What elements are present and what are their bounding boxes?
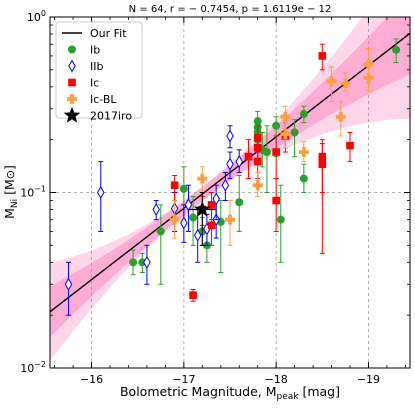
data-point	[169, 214, 180, 225]
y-axis-label-close: ]	[2, 165, 17, 170]
data-point	[226, 157, 234, 171]
data-point	[326, 76, 337, 87]
legend-label: 2017iro	[90, 110, 132, 123]
data-point	[272, 148, 280, 156]
legend-label: Ib	[90, 44, 100, 57]
series-iib	[64, 125, 244, 316]
x-tick-label: −19	[357, 373, 380, 386]
legend-entry-iib: IIb	[68, 59, 103, 73]
data-point	[152, 203, 160, 217]
data-point	[298, 147, 309, 158]
legend-label: Our Fit	[90, 27, 127, 40]
data-point	[129, 258, 138, 267]
x-axis-label: Bolometric Magnitude, Mpeak [mag]	[120, 384, 340, 402]
y-tick-label: 100	[27, 9, 46, 24]
x-tick-label: −17	[172, 373, 195, 386]
legend-marker	[67, 94, 77, 104]
series-ic-bl	[169, 48, 374, 246]
data-point	[363, 58, 374, 69]
legend-marker	[68, 45, 76, 54]
y-axis-label-main: M	[2, 208, 17, 219]
y-tick-label: 10−2	[20, 360, 46, 375]
data-point	[290, 128, 299, 137]
legend: Our Fit Ib IIb Ic Ic-BL 2017iro	[55, 21, 143, 123]
legend-entry-ib: Ib	[68, 44, 100, 57]
data-point	[392, 45, 401, 54]
legend-entry-ic: Ic	[68, 77, 99, 90]
data-point	[252, 180, 263, 191]
data-point	[143, 255, 151, 269]
data-point	[138, 258, 147, 267]
data-point	[253, 117, 262, 126]
data-point	[96, 186, 105, 199]
data-point	[276, 215, 285, 224]
legend-label: Ic-BL	[90, 93, 117, 106]
data-point	[193, 200, 211, 217]
data-point	[189, 291, 197, 299]
data-point	[184, 198, 193, 212]
chart-title: N = 64, r = − 0.7454, p = 1.6119e − 12	[129, 4, 332, 15]
data-point	[363, 72, 374, 83]
legend-marker	[68, 78, 76, 87]
data-point	[197, 173, 208, 184]
legend-label: IIb	[90, 60, 103, 73]
legend-marker	[68, 59, 76, 73]
data-point	[180, 216, 188, 230]
data-point	[226, 129, 234, 143]
data-point	[179, 184, 188, 193]
data-point	[193, 228, 202, 242]
data-point	[221, 178, 230, 192]
data-point	[235, 155, 244, 169]
data-point	[280, 129, 291, 140]
legend-label: Ic	[90, 77, 99, 90]
data-point	[280, 111, 291, 122]
data-point	[156, 227, 165, 236]
data-point	[225, 214, 235, 225]
data-point	[318, 52, 327, 60]
x-tick-label: −16	[80, 373, 103, 386]
data-point	[272, 121, 281, 130]
y-axis-label-unit: [M	[2, 179, 17, 199]
data-point	[299, 174, 308, 183]
data-point	[299, 110, 308, 119]
data-point	[207, 201, 216, 209]
y-axis-label-subscript: Ni	[10, 199, 20, 208]
x-axis-label-unit: [mag]	[299, 384, 341, 399]
solar-symbol-icon: ⊙	[4, 170, 17, 179]
data-point	[262, 148, 271, 157]
legend-marker	[63, 106, 81, 123]
x-axis-label-subscript: peak	[277, 392, 300, 402]
data-point	[64, 277, 73, 291]
data-point	[189, 213, 198, 222]
data-point	[235, 198, 244, 207]
legend-entry-2017iro: 2017iro	[63, 106, 132, 123]
x-tick-label: −18	[265, 373, 288, 386]
data-point	[207, 221, 216, 230]
data-point	[318, 160, 327, 168]
data-point	[335, 111, 346, 122]
data-points	[64, 38, 401, 316]
legend-entry-ic-bl: Ic-BL	[67, 93, 117, 106]
data-point	[340, 78, 351, 89]
legend-entry-our-fit: Our Fit	[62, 27, 127, 40]
data-point	[253, 133, 262, 142]
data-point	[244, 152, 253, 161]
data-point	[346, 141, 354, 150]
data-point	[170, 181, 179, 190]
series-2017iro	[188, 192, 217, 246]
data-point	[272, 196, 280, 205]
legend-box	[55, 21, 143, 119]
axis-ticks: −16 −17 −18 −19 10−2 10−1 100	[20, 9, 410, 386]
x-axis-label-main: Bolometric Magnitude, M	[120, 384, 277, 399]
y-tick-label: 10−1	[20, 185, 46, 200]
y-axis-label: MNi [M⊙]	[2, 165, 20, 219]
